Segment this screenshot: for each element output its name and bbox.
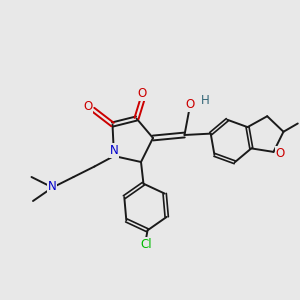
- Text: H: H: [201, 94, 210, 107]
- Text: N: N: [110, 144, 118, 157]
- Text: N: N: [47, 180, 56, 194]
- Text: O: O: [275, 147, 285, 160]
- Text: Cl: Cl: [140, 238, 152, 250]
- Text: O: O: [83, 100, 92, 113]
- Text: O: O: [138, 87, 147, 100]
- Text: O: O: [185, 98, 194, 111]
